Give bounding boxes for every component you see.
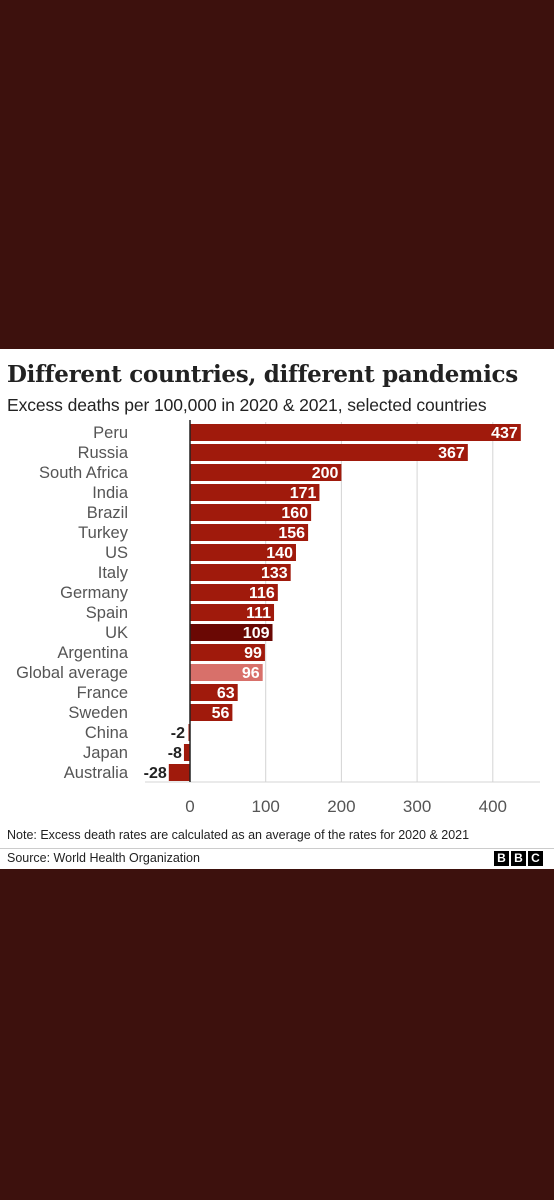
category-label: US	[105, 544, 128, 562]
bar-chart: 0 100 200 300 400 Peru 437 Russia 367 South Afric…	[16, 420, 540, 816]
category-label: Turkey	[78, 524, 129, 542]
data-label: -2	[171, 725, 185, 742]
bar	[190, 484, 320, 501]
x-tick-label: 400	[479, 797, 507, 816]
bbc-logo-letter: C	[528, 851, 543, 866]
bar	[190, 604, 275, 621]
chart-title: Different countries, different pandemics	[7, 361, 518, 388]
bar	[188, 724, 190, 741]
data-label: 171	[290, 485, 317, 502]
category-label: Russia	[78, 444, 129, 462]
chart-note: Note: Excess death rates are calculated …	[7, 828, 470, 842]
note-divider	[0, 848, 554, 849]
category-label: Spain	[86, 604, 128, 622]
category-label: Peru	[93, 424, 128, 442]
data-label: 160	[281, 505, 308, 522]
category-label: Italy	[98, 564, 129, 582]
bar	[190, 504, 312, 521]
data-label: 111	[246, 605, 271, 622]
bar	[190, 464, 342, 481]
bar	[190, 664, 263, 681]
bar	[190, 524, 309, 541]
bar	[190, 424, 521, 441]
category-label: Brazil	[87, 504, 128, 522]
data-label: -28	[144, 765, 167, 782]
bbc-logo: B B C	[494, 851, 543, 866]
bar	[190, 624, 273, 641]
data-label: 56	[212, 705, 230, 722]
x-tick-label: 300	[403, 797, 431, 816]
category-label: Sweden	[68, 704, 128, 722]
chart-source: Source: World Health Organization	[7, 851, 200, 865]
data-label: 63	[217, 685, 235, 702]
bar	[190, 444, 468, 461]
data-label: 109	[243, 625, 270, 642]
data-label: 156	[278, 525, 305, 542]
bar	[190, 644, 265, 661]
data-label: 140	[266, 545, 293, 562]
bar	[168, 764, 190, 781]
bar	[190, 544, 296, 561]
bbc-logo-letter: B	[511, 851, 526, 866]
category-label: India	[92, 484, 129, 502]
data-label: 96	[242, 665, 260, 682]
category-label: Germany	[60, 584, 129, 602]
bar	[190, 684, 238, 701]
category-label: UK	[105, 624, 128, 642]
data-label: 437	[491, 425, 518, 442]
category-label: South Africa	[39, 464, 129, 482]
data-label: 367	[438, 445, 465, 462]
bbc-logo-letter: B	[494, 851, 509, 866]
category-label: Global average	[16, 664, 128, 682]
category-label: France	[77, 684, 128, 702]
data-label: 116	[249, 585, 275, 602]
category-label: Australia	[64, 764, 129, 782]
bar	[190, 564, 291, 581]
chart-subtitle: Excess deaths per 100,000 in 2020 & 2021…	[7, 395, 487, 415]
data-label: 99	[244, 645, 262, 662]
data-label: 133	[261, 565, 288, 582]
category-label: China	[85, 724, 129, 742]
bar	[190, 584, 278, 601]
chart-card: Different countries, different pandemics…	[0, 349, 554, 869]
bar	[183, 744, 190, 761]
data-label: -8	[168, 745, 182, 762]
data-label: 200	[312, 465, 339, 482]
x-tick-label: 100	[252, 797, 280, 816]
category-label: Japan	[83, 744, 128, 762]
category-label: Argentina	[57, 644, 128, 662]
x-tick-label: 200	[327, 797, 355, 816]
bar	[190, 704, 233, 721]
x-tick-label: 0	[185, 797, 194, 816]
